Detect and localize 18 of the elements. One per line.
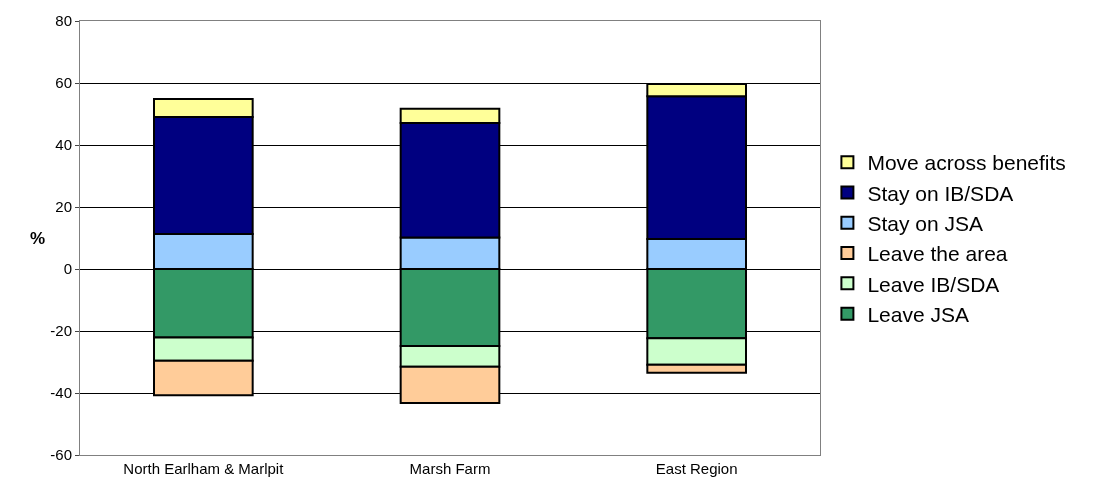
legend-label: Move across benefits [867,151,1066,175]
legend-label: Stay on IB/SDA [867,181,1014,205]
y-tick-label: -20 [50,322,72,340]
x-tick-label: North Earlham & Marlpit [123,460,285,477]
y-tick-label: 60 [55,74,72,92]
y-tick-label: -60 [50,446,72,464]
y-tick-label: 0 [63,260,72,278]
x-tick-label: Marsh Farm [409,460,491,477]
x-tick-label: East Region [655,460,738,477]
y-tick-label: 80 [55,12,72,30]
y-tick-label: -40 [50,384,72,402]
legend-label: Stay on JSA [867,211,983,235]
y-axis-title: % [30,229,46,248]
legend-label: Leave IB/SDA [867,272,1000,296]
legend-label: Leave the area [867,242,1008,266]
y-tick-label: 20 [55,198,72,216]
y-tick-label: 40 [55,136,72,154]
legend-label: Leave JSA [867,302,969,326]
